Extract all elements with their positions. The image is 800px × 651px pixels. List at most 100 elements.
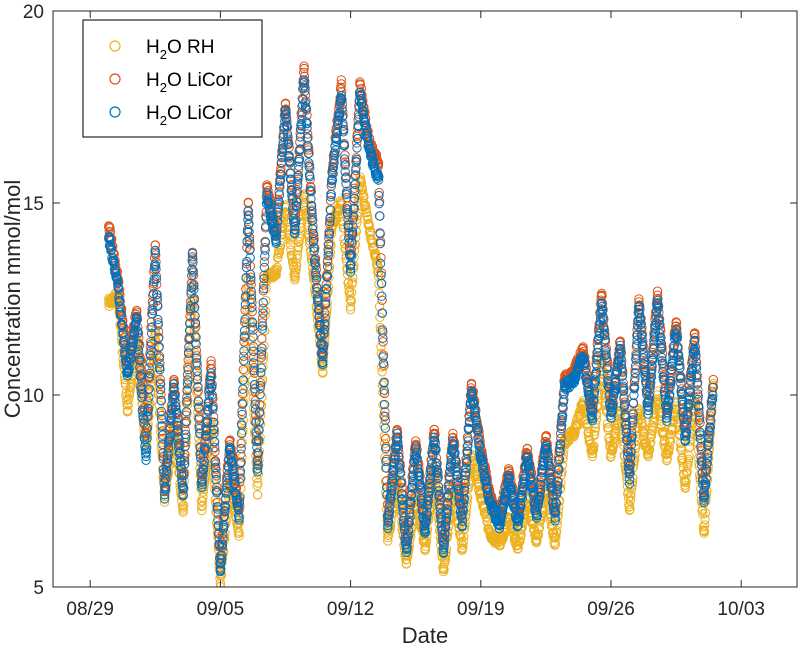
scatter-point <box>134 340 145 350</box>
scatter-point <box>387 471 397 481</box>
scatter-point <box>321 289 331 299</box>
scatter-point <box>656 416 667 426</box>
scatter-point <box>135 356 146 366</box>
scatter-point <box>290 275 300 285</box>
scatter-point <box>280 202 291 212</box>
scatter-point <box>251 431 262 441</box>
scatter-point <box>681 477 691 487</box>
scatter-point <box>330 133 341 144</box>
scatter-point <box>239 337 249 347</box>
scatter-point <box>244 232 255 242</box>
scatter-point <box>699 528 709 538</box>
scatter-point <box>235 477 245 487</box>
scatter-point <box>256 352 266 363</box>
scatter-point <box>497 534 507 545</box>
scatter-point <box>458 536 468 546</box>
scatter-point <box>456 538 467 548</box>
scatter-point <box>677 453 688 463</box>
scatter-point <box>134 366 145 376</box>
scatter-point <box>156 427 166 437</box>
scatter-point <box>587 448 598 459</box>
scatter-point <box>588 444 599 455</box>
scatter-point <box>383 536 393 546</box>
scatter-point <box>197 496 208 506</box>
scatter-point <box>625 496 635 506</box>
scatter-point <box>476 490 486 500</box>
scatter-point <box>252 490 263 500</box>
scatter-point <box>324 233 334 243</box>
scatter-point <box>325 195 336 206</box>
scatter-point <box>378 411 389 421</box>
scatter-point <box>683 460 693 471</box>
scatter-point <box>271 270 281 280</box>
scatter-point <box>215 578 226 587</box>
scatter-point <box>127 377 137 387</box>
scatter-point <box>680 482 691 492</box>
scatter-point <box>210 446 220 457</box>
scatter-point <box>571 419 581 429</box>
scatter-point <box>234 531 244 541</box>
scatter-point <box>159 497 170 507</box>
scatter-point <box>700 508 711 518</box>
scatter-point <box>515 536 525 546</box>
scatter-point <box>644 445 655 455</box>
scatter-point <box>237 437 247 448</box>
scatter-point <box>336 75 346 85</box>
scatter-point <box>245 239 255 249</box>
scatter-point <box>594 388 604 398</box>
scatter-point <box>423 483 433 494</box>
scatter-point <box>271 267 281 277</box>
scatter-point <box>323 286 333 296</box>
scatter-point <box>238 364 249 375</box>
scatter-point <box>360 201 370 212</box>
scatter-point <box>237 389 248 399</box>
scatter-point <box>336 198 346 208</box>
scatter-point <box>590 426 600 436</box>
scatter-point <box>645 433 655 443</box>
scatter-point <box>340 159 351 170</box>
scatter-point <box>609 438 619 448</box>
scatter-point <box>365 227 375 237</box>
scatter-point <box>643 451 653 462</box>
scatter-point <box>274 187 284 197</box>
scatter-point <box>192 371 203 381</box>
scatter-point <box>257 313 268 323</box>
scatter-point <box>341 172 351 182</box>
scatter-point <box>449 437 459 447</box>
scatter-point <box>438 566 449 577</box>
scatter-point <box>157 410 167 421</box>
scatter-point <box>485 528 495 538</box>
scatter-point <box>259 341 269 351</box>
scatter-point <box>208 412 219 422</box>
scatter-point <box>397 483 407 493</box>
scatter-point <box>314 300 324 311</box>
scatter-point <box>461 453 472 464</box>
scatter-point <box>299 71 310 81</box>
scatter-point <box>258 303 268 314</box>
scatter-point <box>551 526 562 536</box>
scatter-point <box>193 386 203 396</box>
scatter-point <box>378 337 388 347</box>
scatter-point <box>247 365 257 375</box>
scatter-point <box>610 428 621 438</box>
scatter-point <box>137 372 147 383</box>
scatter-point <box>475 436 485 446</box>
scatter-point <box>569 431 579 442</box>
scatter-point <box>246 279 256 290</box>
scatter-point <box>422 531 432 541</box>
scatter-point <box>236 438 246 449</box>
scatter-point <box>453 476 463 487</box>
scatter-point <box>239 351 249 361</box>
scatter-point <box>368 238 378 248</box>
scatter-point <box>648 422 658 433</box>
scatter-point <box>239 380 250 390</box>
scatter-point <box>516 530 526 540</box>
scatter-point <box>252 474 262 484</box>
scatter-point <box>456 533 466 543</box>
scatter-point <box>513 543 523 554</box>
scatter-point <box>310 253 321 264</box>
scatter-point <box>182 400 193 410</box>
scatter-point <box>700 514 710 525</box>
scatter-point <box>257 318 267 328</box>
